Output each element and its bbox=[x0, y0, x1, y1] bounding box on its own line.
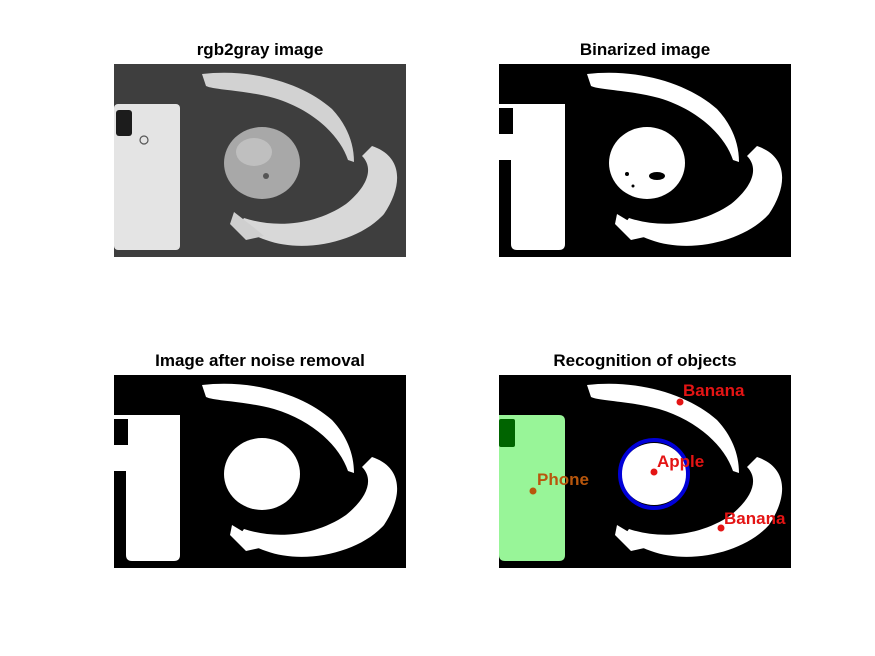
banana-bottom-label: Banana bbox=[724, 509, 786, 528]
panel-binarized: Binarized image bbox=[499, 40, 791, 257]
panel-title: Binarized image bbox=[580, 40, 710, 59]
phone-shape bbox=[114, 104, 180, 250]
apple-marker bbox=[650, 468, 658, 476]
panel-title: Image after noise removal bbox=[155, 351, 365, 370]
phone-label: Phone bbox=[537, 470, 589, 489]
banana-top-label: Banana bbox=[683, 381, 745, 400]
panel-grayscale: rgb2gray image bbox=[114, 40, 406, 257]
banana-top-marker bbox=[676, 398, 684, 406]
binarized-image bbox=[499, 64, 791, 257]
grayscale-image bbox=[114, 64, 406, 257]
phone-camera bbox=[499, 419, 515, 447]
apple-circle bbox=[618, 438, 690, 510]
phone-marker bbox=[529, 487, 537, 495]
recognition-image bbox=[499, 375, 791, 568]
panel-noise-removal: Image after noise removal bbox=[114, 351, 406, 568]
banana-bottom-marker bbox=[717, 524, 725, 532]
panel-title: Recognition of objects bbox=[553, 351, 736, 370]
panel-recognition: Recognition of objects Banana Apple Phon… bbox=[499, 351, 791, 568]
apple-label: Apple bbox=[657, 452, 704, 471]
cleaned-image bbox=[114, 375, 406, 568]
panel-title: rgb2gray image bbox=[197, 40, 324, 59]
